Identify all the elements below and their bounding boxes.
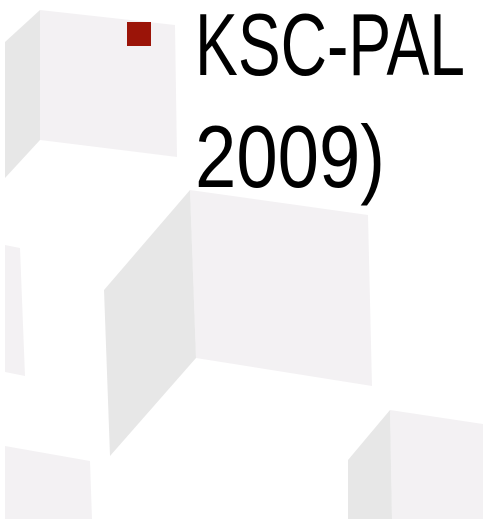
cube-face	[40, 10, 177, 157]
cube-side	[348, 410, 392, 519]
bullet-marker	[127, 22, 151, 46]
cube-side	[104, 190, 196, 456]
bullet-text: KSC-PAL	[195, 0, 465, 94]
cube-face	[5, 245, 25, 376]
cube-face	[390, 410, 483, 519]
background-cubes	[5, 10, 483, 519]
bullet-text: 2009)	[195, 107, 385, 206]
cube-face	[5, 446, 92, 519]
cube-face	[190, 190, 372, 386]
cube-side	[5, 10, 40, 178]
